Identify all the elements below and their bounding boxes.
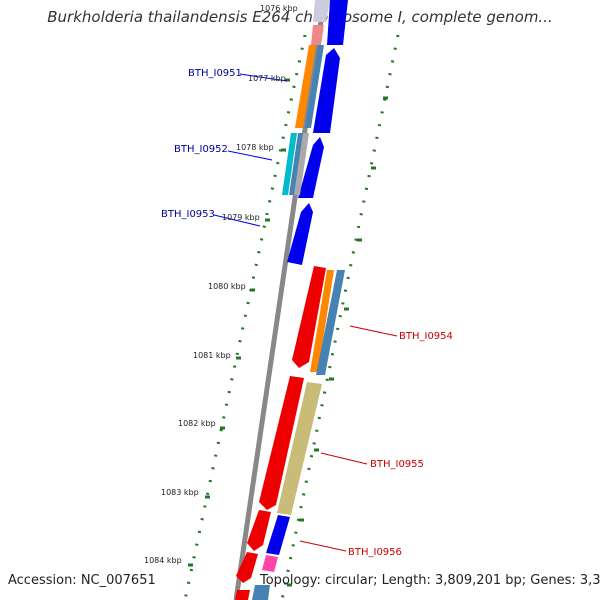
leader-bth-i0956	[299, 540, 347, 552]
feature-grey	[294, 133, 309, 195]
kbp-label: 1078 kbp	[236, 143, 274, 152]
dotted-ring-left	[183, 34, 307, 600]
leader-bth-i0953	[213, 214, 261, 227]
feature-blue-small	[266, 515, 290, 555]
feature-orange-2	[310, 270, 334, 372]
gene-label-bth-i0955: BTH_I0955	[370, 459, 424, 470]
accession-text: Accession: NC_007651	[8, 573, 156, 588]
topology-text: Topology: circular; Length: 3,809,201 bp…	[260, 573, 600, 588]
gene-label-bth-i0952: BTH_I0952	[174, 144, 228, 155]
feature-khaki	[277, 382, 322, 515]
leader-bth-i0952	[227, 150, 273, 161]
kbp-label: 1080 kbp	[208, 282, 246, 291]
leader-bth-i0955	[320, 452, 368, 465]
feature-cyan	[282, 133, 297, 195]
feature-steelblue-1	[305, 45, 324, 128]
cds-forward-4	[287, 203, 313, 265]
kbp-label: 1079 kbp	[222, 213, 260, 222]
gene-label-bth-i0953: BTH_I0953	[161, 209, 215, 220]
cds-forward-1	[327, 0, 348, 45]
leader-bth-i0951	[239, 73, 288, 82]
gene-label-bth-i0951: BTH_I0951	[188, 68, 242, 79]
kbp-label: 1081 kbp	[193, 351, 231, 360]
gene-label-bth-i0954: BTH_I0954	[399, 331, 453, 342]
feature-steelblue-3	[316, 270, 345, 375]
map-title: Burkholderia thailandensis E264 chromoso…	[47, 8, 553, 26]
feature-blue-bottom	[252, 585, 270, 600]
kbp-label: 1082 kbp	[178, 419, 216, 428]
backbone	[233, 0, 327, 600]
kbp-label: 1084 kbp	[144, 556, 182, 565]
gene-label-bth-i0956: BTH_I0956	[348, 547, 402, 558]
kbp-label: 1083 kbp	[161, 488, 199, 497]
feature-orange-1	[295, 45, 316, 128]
cds-reverse-2	[259, 376, 304, 510]
cds-forward-3	[298, 137, 324, 198]
major-ticks	[188, 78, 388, 587]
leader-bth-i0954	[349, 325, 398, 337]
kbp-label: 1077 kbp	[248, 74, 286, 83]
feature-pink	[262, 555, 278, 572]
cds-top-grey	[313, 0, 330, 22]
cds-reverse-5	[235, 590, 250, 600]
cds-reverse-top	[311, 25, 324, 45]
cds-reverse-4	[236, 552, 258, 583]
kbp-label: 1076 kbp	[260, 4, 298, 13]
cds-forward-2	[313, 48, 340, 133]
feature-steelblue-2	[289, 133, 303, 195]
cds-reverse-3	[247, 510, 271, 551]
cds-reverse-1	[292, 266, 326, 368]
